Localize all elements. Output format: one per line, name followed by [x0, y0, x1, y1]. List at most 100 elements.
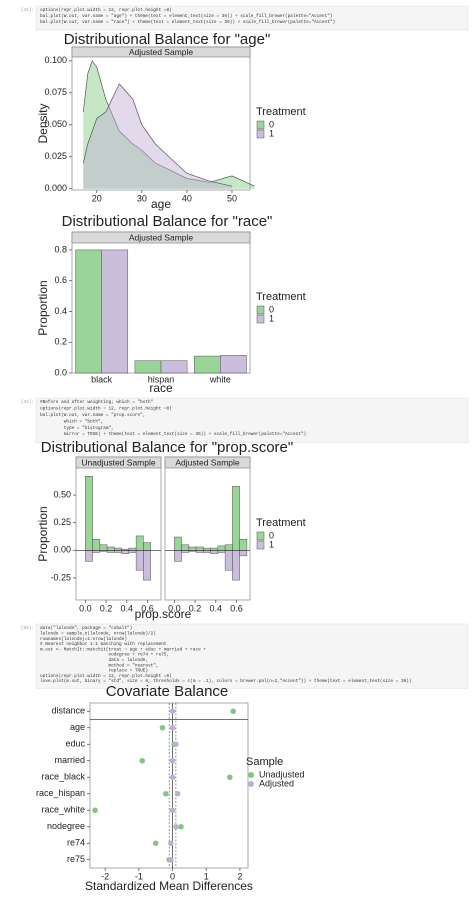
histogram-bar	[224, 544, 233, 551]
histogram-bar	[174, 536, 182, 551]
histogram-bar	[232, 485, 240, 551]
y-tick-label: re75	[67, 854, 85, 864]
histogram-bar	[224, 550, 233, 571]
y-tick-label: age	[70, 722, 85, 732]
x-tick-label: white	[209, 374, 231, 384]
chart-title: Distributional Balance for "age"	[64, 31, 271, 48]
histogram-bar	[181, 544, 190, 551]
point	[168, 840, 174, 847]
y-tick-label: race_hispan	[36, 788, 85, 798]
legend-key	[248, 772, 254, 778]
code-line: data = lalonde,	[40, 658, 148, 663]
strip	[71, 231, 251, 244]
legend-label: 0	[269, 304, 274, 314]
y-tick-label: 0.6	[54, 275, 67, 285]
strip-label: Adjusted Sample	[175, 457, 240, 467]
x-tick-label: 0	[170, 871, 175, 881]
y-tick-label: 0.075	[44, 87, 67, 97]
code-line: love.plot(m.out, binary = "std", size = …	[40, 679, 412, 684]
y-tick-label: 0.100	[44, 55, 67, 65]
strip-label: Adjusted Sample	[129, 47, 194, 57]
code-line: data("lalonde", package = "cobalt")	[40, 626, 132, 631]
histogram-bar	[106, 546, 115, 551]
y-tick-label: 0.8	[54, 244, 67, 254]
x-tick-label: 0.6	[230, 603, 243, 613]
point	[92, 807, 98, 814]
x-tick-label: 0.2	[189, 603, 202, 613]
code-line: lalonde = sample_n(lalonde, nrow(lalonde…	[40, 631, 156, 636]
x-tick-label: 2	[237, 871, 242, 881]
legend-title: Treatment	[256, 106, 306, 118]
bar	[75, 249, 102, 374]
legend-label: 1	[269, 128, 274, 138]
code-line: options(repr.plot.width = 12, repr.plot.…	[40, 407, 172, 412]
histogram-bar	[210, 550, 219, 554]
x-tick-label: 1	[204, 871, 209, 881]
histogram-bar	[188, 546, 197, 551]
y-tick-label: 0.4	[54, 306, 67, 316]
point	[152, 840, 159, 847]
x-axis-label: race	[149, 381, 173, 395]
cell-prompt: [56]:	[21, 626, 34, 631]
y-tick-label: married	[54, 755, 85, 765]
point	[159, 724, 166, 731]
code-cell	[35, 397, 469, 443]
strip	[164, 456, 251, 469]
x-tick-label: 0.6	[141, 603, 154, 613]
histogram-bar	[217, 545, 226, 551]
code-line: options(repr.plot.width = 12, repr.plot.…	[40, 8, 172, 13]
density-fill	[83, 60, 255, 189]
chart-title: Covariate Balance	[106, 683, 229, 700]
histogram-bar	[195, 546, 204, 551]
x-tick-label: -2	[101, 871, 109, 881]
y-tick-label: 0.2	[54, 337, 67, 347]
code-line: mirror = TRUE) + theme(text = element_te…	[40, 432, 306, 437]
code-line: bal.plot(W.out, var.name = "age") + them…	[40, 14, 332, 19]
histogram-bar	[239, 550, 248, 557]
x-axis-label: prop.score	[135, 607, 192, 621]
strip-label: Adjusted Sample	[129, 232, 194, 242]
legend-label: Unadjusted	[259, 769, 305, 779]
point	[169, 757, 176, 764]
y-tick-label: 0.050	[44, 119, 67, 129]
point	[173, 823, 179, 830]
legend-label: Adjusted	[259, 778, 294, 788]
density-line	[82, 60, 255, 187]
histogram-bar	[121, 550, 130, 554]
chart-title: Distributional Balance for "prop.score"	[41, 439, 293, 456]
point	[169, 708, 176, 715]
y-tick-label: 0.0	[54, 367, 67, 377]
code-line: #Before and after weighting; which = "bo…	[40, 400, 154, 405]
x-tick-label: 0.4	[121, 603, 134, 613]
bar	[101, 249, 129, 374]
bar	[160, 360, 188, 374]
code-line: rownames(lalonde)=1:nrow(lalonde)	[40, 637, 127, 642]
legend-label: 1	[269, 313, 274, 323]
strip	[71, 46, 251, 58]
histogram-bar	[239, 538, 248, 551]
code-line: # Nearest neighbor 1:1 matching with rep…	[40, 642, 167, 647]
histogram-bar	[135, 550, 144, 571]
y-axis-label: Proportion	[36, 506, 50, 561]
point	[169, 724, 176, 731]
code-line: options(repr.plot.width = 12, repr.plot.…	[40, 674, 172, 679]
code-line: method = "nearest",	[40, 663, 159, 668]
strip-label: Unadjusted Sample	[81, 457, 155, 467]
x-tick-label: 50	[227, 193, 237, 203]
legend-label: 0	[269, 530, 274, 540]
code-cell	[35, 623, 469, 689]
y-tick-label: -0.25	[50, 572, 71, 582]
point	[169, 807, 176, 814]
x-tick-label: -1	[135, 871, 143, 881]
strip	[75, 456, 162, 469]
histogram-bar	[135, 535, 144, 551]
x-tick-label: 0.4	[210, 603, 223, 613]
point	[178, 823, 184, 830]
point	[139, 757, 146, 764]
point	[169, 774, 176, 781]
y-tick-label: re74	[67, 838, 85, 848]
code-line: replace = TRUE)	[40, 669, 148, 674]
code-line: bal.plot(W.out, var.name = "prop.score",	[40, 413, 145, 418]
y-axis-label: Proportion	[36, 280, 50, 335]
